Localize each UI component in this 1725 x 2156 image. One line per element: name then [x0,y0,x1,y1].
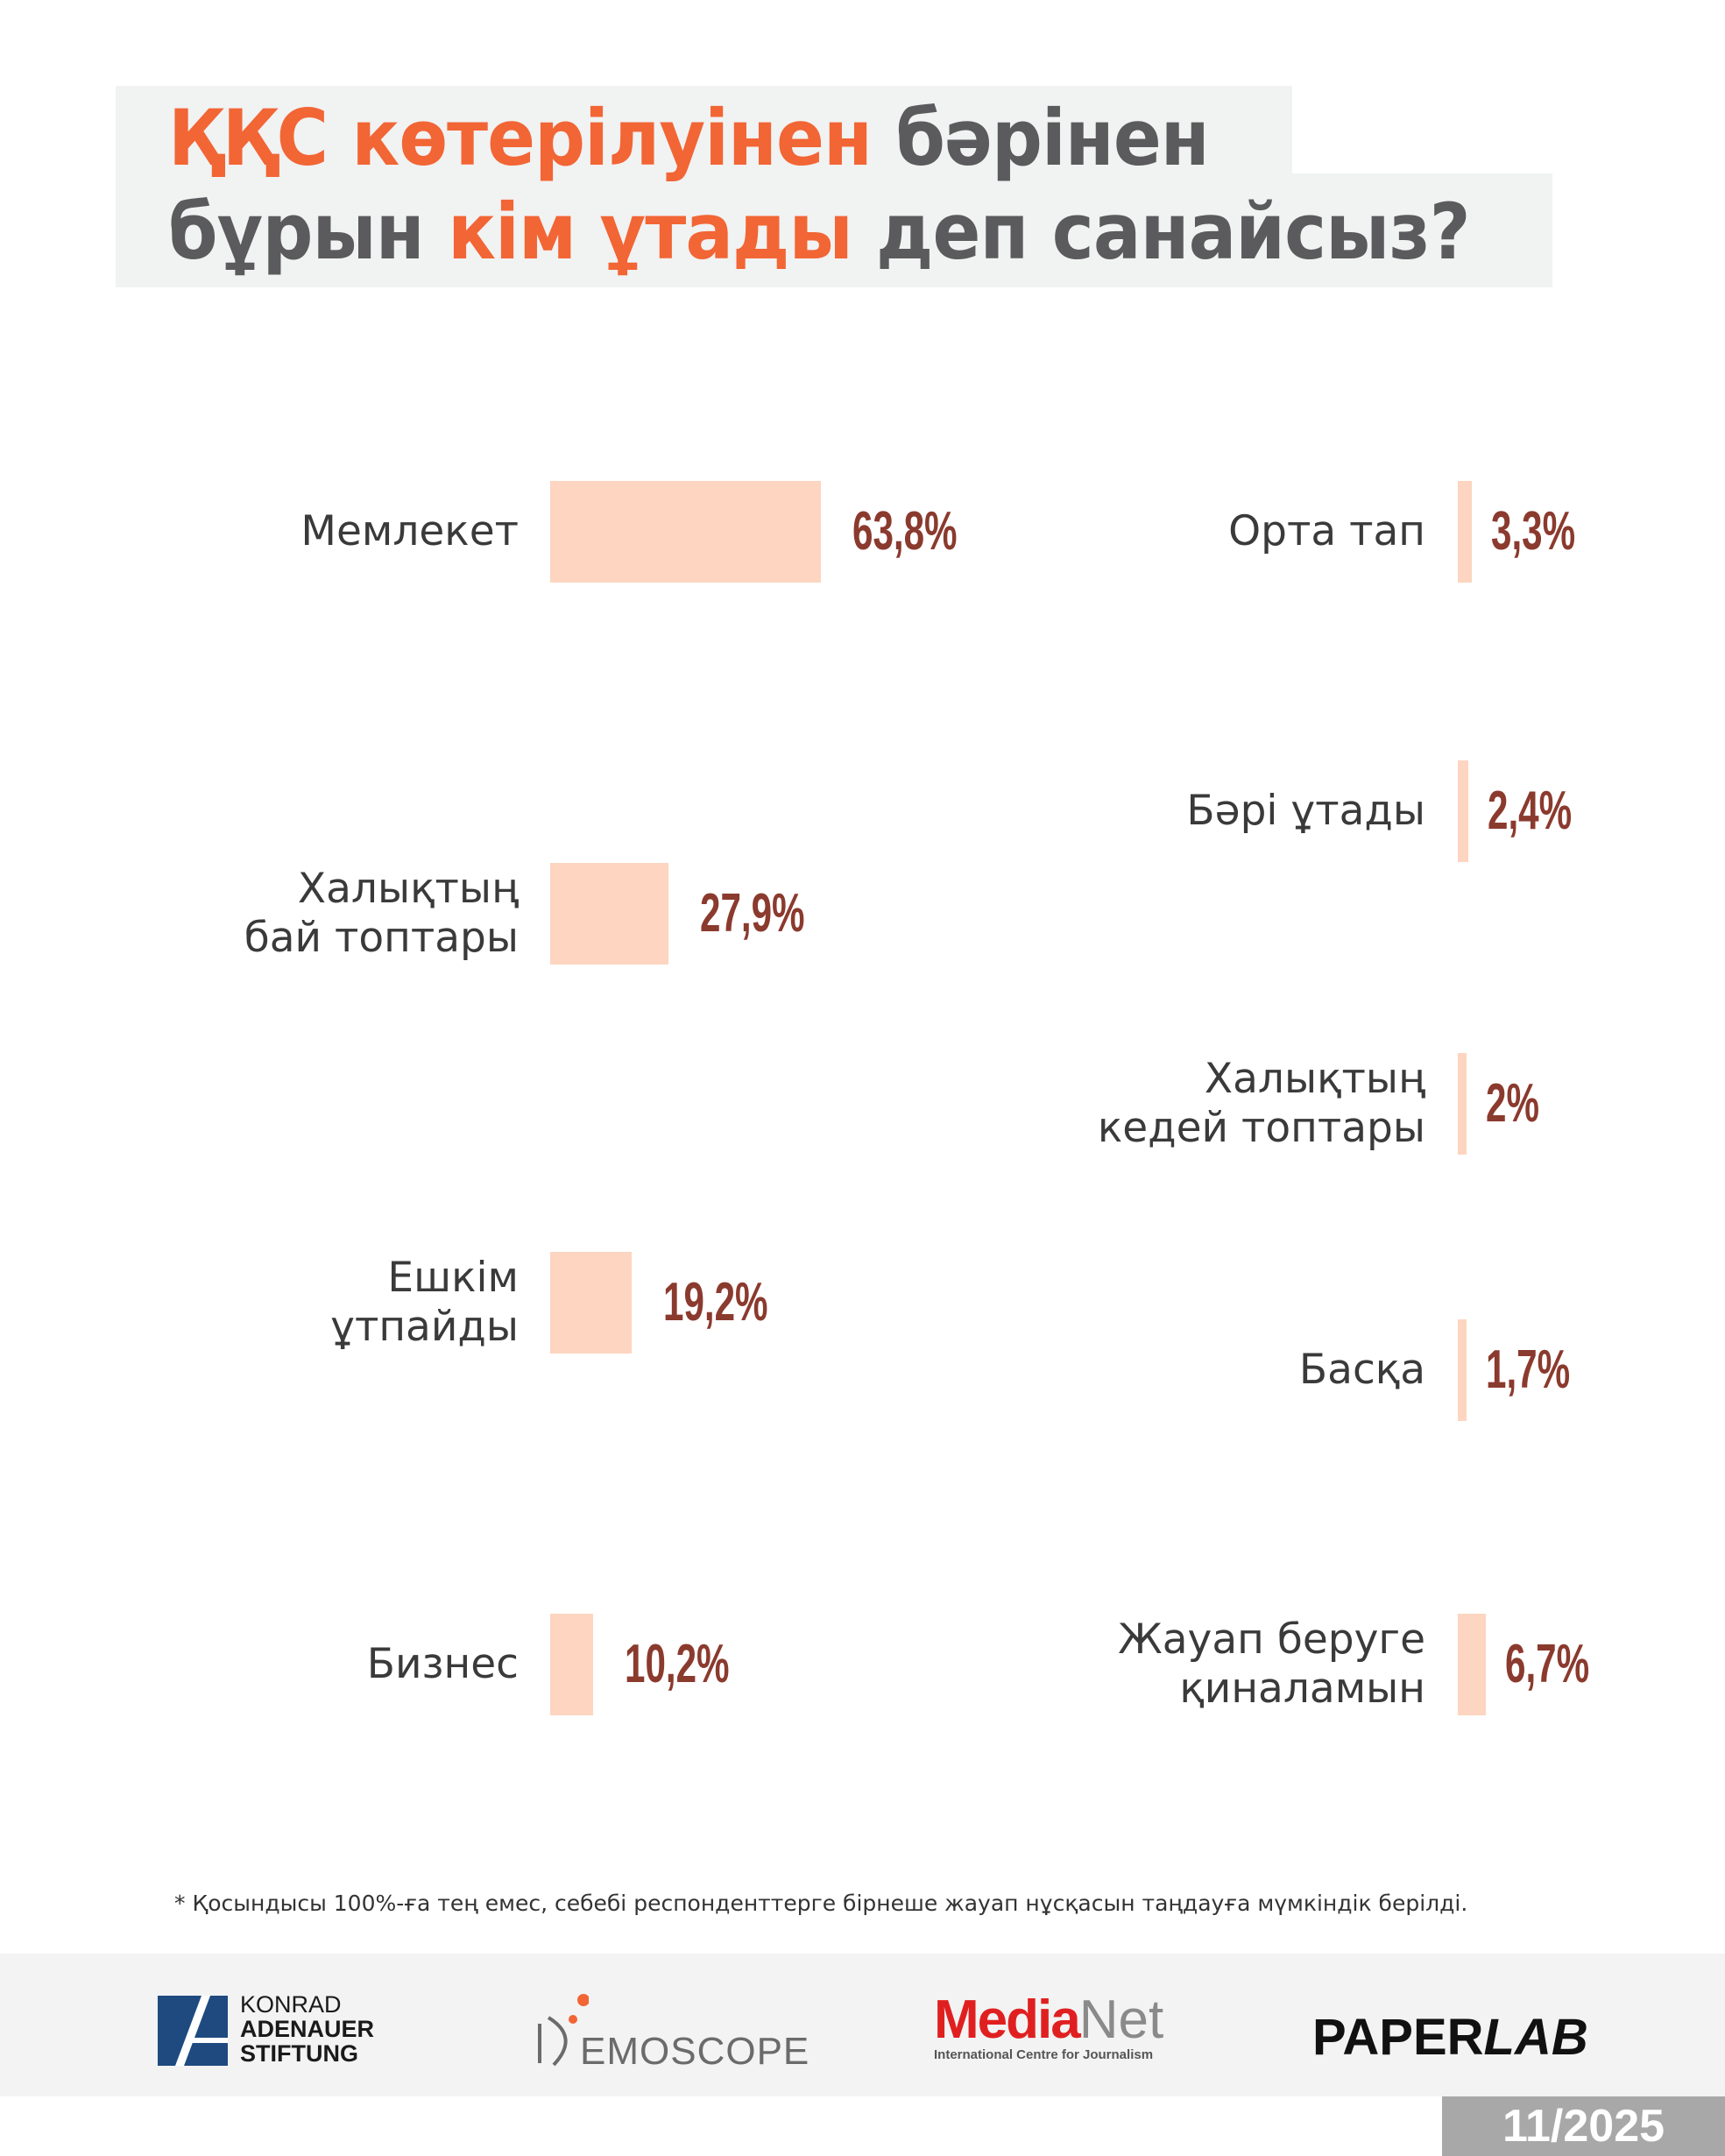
category-label: Бизнес [367,1640,519,1689]
category-label-line: Жауап беруге [1118,1615,1425,1664]
bar [550,863,669,965]
bar [1458,1319,1467,1421]
category-label: Жауап беруге қиналамын [1118,1615,1425,1714]
value-label: 10,2% [625,1634,730,1694]
category-label-line: Ешкім [387,1254,519,1302]
category-label-line: қиналамын [1179,1665,1425,1713]
category-label-line: Бәрі ұтады [1186,787,1425,835]
category-label-line: Бизнес [366,1640,519,1688]
value-label: 19,2% [662,1272,768,1332]
title-text: бұрын [168,187,449,277]
paperlab-paper: PAPER [1312,2009,1484,2066]
demoscope-emblem-icon [538,1994,590,2067]
footnote: * Қосындысы 100%-ға тең емес, себебі рес… [174,1891,1468,1916]
bar [550,1252,632,1354]
category-label-line: кедей топтары [1097,1104,1425,1152]
footer-logos: KONRAD ADENAUER STIFTUNG EMOSCOPE MediaN… [0,1954,1725,2096]
category-label-line: бай топтары [244,914,519,962]
bar [1458,1614,1487,1715]
bar [1458,1053,1467,1155]
title-highlight: ҚҚС көтерілуінен [168,93,873,183]
demoscope-logo: EMOSCOPE [536,1993,809,2073]
value-label: 1,7% [1486,1340,1571,1400]
category-label-line: Халықтың [1204,1055,1425,1103]
bar [550,1614,594,1715]
paperlab-lab: LAB [1483,2009,1588,2066]
medianet-logo: MediaNet International Centre for Journa… [934,1989,1163,2062]
value-label: 63,8% [852,501,958,562]
bar [1458,481,1472,583]
category-label: Басқа [1299,1346,1425,1395]
medianet-subtitle: International Centre for Journalism [934,2047,1154,2062]
category-label: Халықтың бай топтары [244,865,519,963]
title-text: бәрінен [872,93,1209,183]
date-badge: 11/2025 [1442,2096,1725,2156]
kas-line: ADENAUER [240,2016,375,2042]
category-label: Халықтың кедей топтары [1098,1055,1425,1153]
medianet-net: Net [1078,1990,1164,2050]
category-label-line: Орта тап [1228,507,1425,555]
page-title-line-1: ҚҚС көтерілуінен бәрінен [168,86,1210,191]
value-label: 2% [1486,1073,1539,1134]
value-label: 2,4% [1487,781,1572,841]
category-label: Ешкім ұтпайды [330,1254,519,1352]
category-label: Мемлекет [300,507,519,556]
title-background-2 [116,173,1552,287]
value-label: 6,7% [1505,1634,1590,1694]
paperlab-logo: PAPERLAB [1312,2008,1588,2067]
page-title-line-2: бұрын кім ұтады деп санайсыз? [168,180,1471,285]
title-text: деп санайсыз? [852,187,1471,277]
demoscope-text: EMOSCOPE [580,2030,810,2073]
medianet-media: Media [934,1990,1081,2050]
category-label: Бәрі ұтады [1186,787,1425,836]
bar [1458,760,1468,862]
bar [550,481,821,583]
category-label: Орта тап [1228,507,1425,556]
value-label: 27,9% [700,883,805,944]
title-highlight: кім ұтады [448,187,853,277]
category-label-line: Басқа [1298,1346,1425,1394]
kas-line: STIFTUNG [240,2040,358,2067]
category-label-line: Мемлекет [300,507,519,555]
kas-line: KONRAD [240,1991,342,2018]
category-label-line: ұтпайды [330,1303,519,1351]
value-label: 3,3% [1490,501,1576,562]
kas-emblem-icon [158,1996,228,2066]
category-label-line: Халықтың [297,865,519,913]
